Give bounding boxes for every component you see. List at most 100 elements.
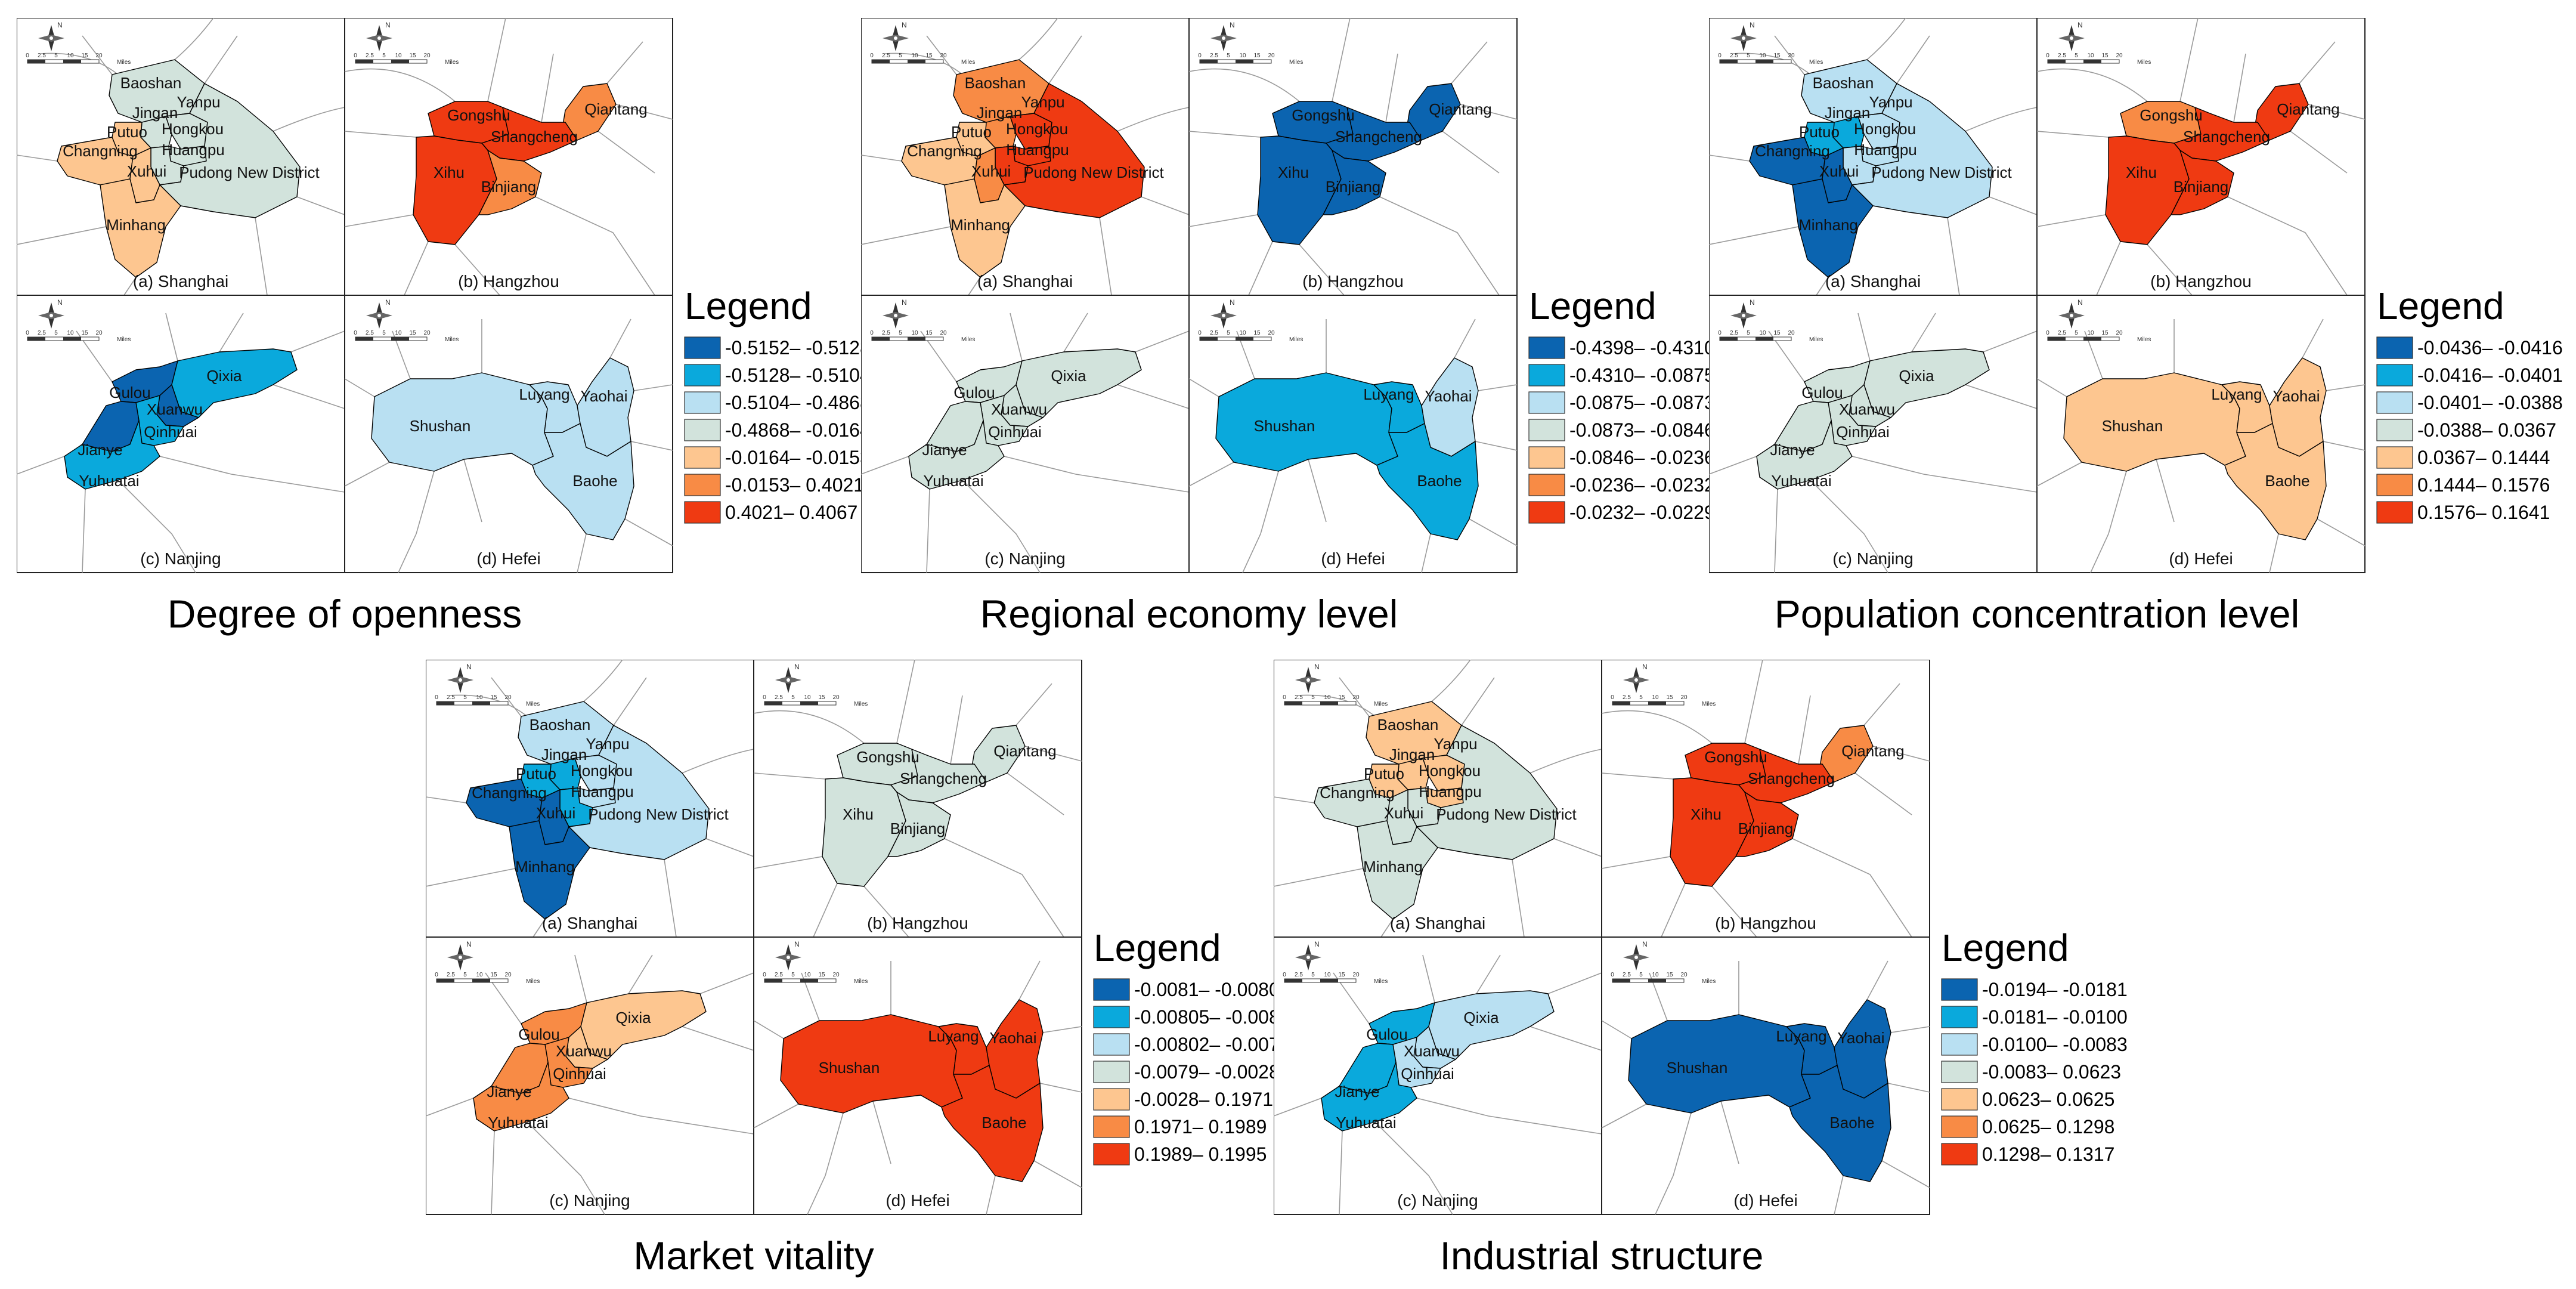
road-line	[1048, 35, 1082, 84]
panel-caption: (b) Hangzhou	[458, 272, 559, 290]
scale-tick: 0	[1611, 694, 1614, 701]
district-pudong[interactable]	[1004, 83, 1145, 218]
hangzhou-panel: Gongshu Qiantang Shangcheng Xihu Binjiang N 0 2…	[1601, 659, 1930, 938]
panel-caption: (c) Nanjing	[1832, 549, 1913, 568]
district-minhang[interactable]	[944, 178, 1026, 278]
legend-swatch	[684, 419, 721, 441]
road-line	[1965, 384, 2038, 409]
legend-label: -0.5104– -0.4868	[725, 392, 871, 413]
road-line	[1273, 1098, 1322, 1117]
district-minhang[interactable]	[1357, 820, 1438, 920]
district-yuhuatai[interactable]	[1321, 1062, 1417, 1132]
road-line	[1451, 41, 1488, 84]
scale-bar: 0 2.5 5 10 15 20 Miles	[354, 330, 459, 343]
legend-label: -0.00805– -0.00802	[1134, 1006, 1301, 1028]
road-line	[344, 378, 375, 397]
district-label-baoshan: Baoshan	[1377, 716, 1439, 734]
district-label-gulou: Gulou	[518, 1025, 559, 1043]
legend-label: -0.5152– -0.5128	[725, 337, 871, 358]
district-label-xihu: Xihu	[1690, 805, 1722, 823]
district-label-jianye: Jianye	[487, 1083, 531, 1101]
scale-tick: 2.5	[775, 694, 783, 701]
district-minhang[interactable]	[1792, 178, 1874, 278]
district-shangcheng[interactable]	[890, 749, 987, 803]
district-label-baoshan: Baoshan	[120, 74, 182, 92]
district-yuhuatai[interactable]	[1756, 420, 1853, 490]
compass-icon: N	[2058, 21, 2085, 51]
scale-tick: 2.5	[882, 52, 890, 59]
district-pudong[interactable]	[568, 725, 710, 860]
road-line	[2147, 244, 2193, 296]
district-label-shangcheng: Shangcheng	[1335, 128, 1422, 146]
legend-swatch	[1093, 1061, 1130, 1083]
district-baohe[interactable]	[1789, 1065, 1891, 1182]
scale-tick: 10	[67, 52, 74, 59]
figure-market-vitality: Baoshan Yanpu Jingan Putuo Hongkou Changning H…	[425, 659, 1308, 1289]
district-baohe[interactable]	[941, 1065, 1044, 1182]
district-label-binjiang: Binjiang	[481, 178, 537, 196]
scale-tick: 15	[2101, 330, 2109, 336]
district-yuhuatai[interactable]	[64, 420, 160, 490]
district-label-shushan: Shushan	[410, 417, 471, 435]
legend: Legend -0.0436– -0.0416 -0.0416– -0.0401 -0…	[2376, 285, 2563, 524]
road-line	[535, 196, 655, 296]
road-line	[1854, 772, 1912, 815]
figure-title: Regional economy level	[980, 592, 1398, 636]
scale-tick: 20	[2116, 330, 2123, 336]
district-binjiang[interactable]	[1323, 150, 1386, 215]
legend: Legend -0.0081– -0.0080 -0.00805– -0.00802…	[1093, 926, 1301, 1166]
district-label-minhang: Minhang	[515, 858, 575, 876]
district-minhang[interactable]	[100, 178, 181, 278]
district-label-xuanwu: Xuanwu	[1839, 400, 1895, 418]
district-pudong[interactable]	[1852, 83, 1993, 218]
compass-icon: N	[1623, 940, 1649, 970]
district-label-gongshu: Gongshu	[1704, 748, 1767, 766]
legend-swatch	[684, 474, 721, 496]
scale-tick: 15	[925, 330, 933, 336]
district-pudong[interactable]	[1416, 725, 1558, 860]
district-binjiang[interactable]	[887, 792, 951, 857]
road-line	[926, 489, 930, 573]
district-shangcheng[interactable]	[2174, 107, 2270, 162]
district-binjiang[interactable]	[1735, 792, 1799, 857]
legend-label: -0.00802– -0.0079	[1134, 1034, 1290, 1055]
district-label-putuo: Putuo	[107, 123, 147, 141]
district-minhang[interactable]	[509, 820, 590, 920]
scale-tick: 10	[1324, 694, 1331, 701]
scale-tick: 20	[504, 972, 512, 978]
district-binjiang[interactable]	[478, 150, 542, 215]
scale-tick: 5	[463, 972, 467, 978]
district-baohe[interactable]	[1376, 423, 1479, 540]
scale-tick: 5	[382, 330, 386, 336]
road-line	[1188, 131, 1261, 138]
compass-label: N	[1642, 940, 1648, 948]
district-label-gongshu: Gongshu	[1292, 106, 1355, 124]
scale-tick: 20	[1268, 330, 1275, 336]
district-label-yaohai: Yaohai	[580, 387, 627, 405]
road-line	[1454, 319, 1476, 358]
road-line	[40, 52, 119, 75]
district-shangcheng[interactable]	[1326, 107, 1422, 162]
district-yuhuatai[interactable]	[473, 1062, 569, 1132]
scale-tick: 15	[490, 972, 497, 978]
district-baohe[interactable]	[532, 423, 634, 540]
district-label-xihu: Xihu	[434, 163, 465, 181]
scale-tick: 20	[504, 694, 512, 701]
scale-tick: 2.5	[38, 330, 46, 336]
district-binjiang[interactable]	[2171, 150, 2234, 215]
scale-tick: 15	[1773, 52, 1781, 59]
district-pudong[interactable]	[159, 83, 301, 218]
scale-unit: Miles	[1374, 978, 1388, 985]
road-line	[1431, 659, 1471, 702]
district-baohe[interactable]	[2224, 423, 2327, 540]
legend-swatch	[1528, 336, 1565, 359]
district-yuhuatai[interactable]	[908, 420, 1005, 490]
district-label-qiantang: Qiantang	[1429, 100, 1492, 118]
road-line	[2036, 462, 2082, 487]
district-label-minhang: Minhang	[950, 216, 1010, 234]
road-line	[2036, 214, 2106, 227]
compass-label: N	[1642, 663, 1648, 671]
district-shangcheng[interactable]	[1738, 749, 1835, 803]
district-shangcheng[interactable]	[481, 107, 578, 162]
